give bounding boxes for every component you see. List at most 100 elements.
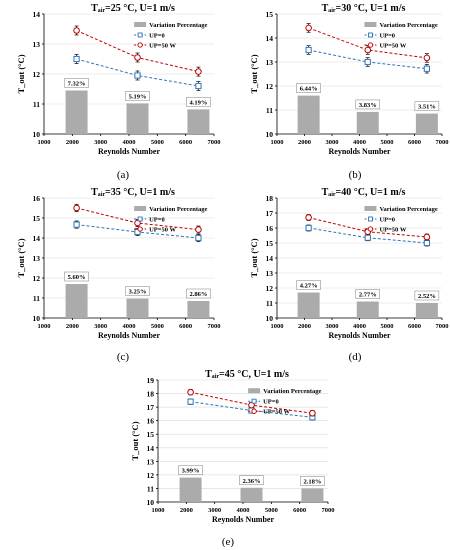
y-tick-label: 15	[147, 430, 155, 439]
bar	[65, 90, 88, 134]
legend-swatch-bar	[134, 206, 147, 211]
y-axis-label: T_out (°C)	[249, 238, 259, 277]
bar-data-label: 3.83%	[359, 102, 377, 109]
bar-label-box	[296, 83, 321, 93]
legend-label: UP=50 W	[263, 409, 290, 416]
y-tick-label: 10	[266, 130, 274, 139]
chart-title: Tₐᵢᵣ=25 °C, U=1 m/s	[91, 3, 175, 14]
bar	[301, 488, 324, 502]
legend-label: UP=50 W	[149, 227, 176, 234]
y-tick-label: 11	[266, 299, 273, 308]
chart-panel-4: Tₐᵢᵣ=45 °C, U=1 m/s 10 11 12 13 14 15 16 17 18 19 1…	[130, 369, 335, 548]
x-tick-label: 3000	[94, 323, 107, 330]
y-tick-label: 14	[266, 34, 274, 43]
data-point	[134, 54, 141, 61]
data-point	[134, 72, 141, 79]
panel-label: (b)	[349, 169, 362, 181]
x-tick-label: 6000	[293, 507, 306, 514]
y-tick-label: 17	[147, 403, 155, 412]
bar-label-box	[64, 78, 89, 88]
y-tick-label: 11	[147, 484, 154, 493]
data-point	[423, 65, 430, 72]
series-line	[308, 27, 427, 59]
y-tick-label: 16	[33, 194, 41, 203]
bar-data-label: 2.77%	[359, 292, 377, 299]
x-axis-label: Reynolds Number	[98, 331, 160, 340]
data-point	[305, 214, 312, 221]
bar-data-label: 7.32%	[68, 81, 86, 88]
legend-label: UP=50 W	[379, 43, 406, 50]
x-tick-label: 1000	[38, 323, 51, 330]
y-tick-label: 18	[266, 194, 274, 203]
x-axis-label: Reynolds Number	[328, 331, 390, 340]
data-point	[248, 401, 255, 409]
y-tick-label: 14	[266, 254, 274, 263]
y-tick-label: 17	[266, 209, 274, 218]
x-tick-label: 7000	[436, 139, 449, 146]
bar-data-label: 2.52%	[418, 293, 436, 300]
y-axis-label: T_out (°C)	[16, 238, 26, 277]
y-tick-label: 16	[266, 224, 274, 233]
bar-label-box	[355, 289, 380, 299]
series-line	[76, 58, 199, 87]
x-tick-label: 4000	[353, 323, 366, 330]
y-tick-label: 10	[33, 130, 41, 139]
chart-panel-3: Tₐᵢᵣ=40 °C, U=1 m/s 10 11 12 13 14 15 16 17 18 100…	[249, 187, 449, 363]
y-tick-label: 14	[33, 10, 41, 19]
x-tick-label: 1000	[152, 507, 165, 514]
y-tick-label: 10	[147, 498, 155, 507]
x-tick-label: 4000	[123, 139, 136, 146]
legend-marker	[368, 32, 373, 38]
bar	[126, 103, 149, 134]
bar-data-label: 3.99%	[182, 468, 200, 475]
x-tick-label: 5000	[151, 139, 164, 146]
y-tick-label: 12	[266, 82, 274, 91]
bar-label-box	[300, 476, 325, 486]
data-point	[73, 55, 80, 63]
data-point	[305, 224, 312, 232]
legend-marker	[137, 216, 143, 222]
data-point	[195, 226, 202, 233]
legend-marker	[367, 42, 374, 48]
data-point	[305, 46, 312, 54]
panel-label: (e)	[222, 536, 235, 548]
bar	[187, 109, 210, 134]
chart-panel-2: Tₐᵢᵣ=35 °C, U=1 m/s 10 11 12 13 14 15 16 1000 200…	[16, 187, 221, 363]
x-tick-label: 1000	[271, 139, 284, 146]
bar-data-label: 2.18%	[303, 478, 321, 485]
data-point	[134, 219, 141, 227]
bar-label-box	[355, 99, 380, 110]
x-tick-label: 7000	[436, 323, 449, 330]
legend-marker	[137, 32, 143, 38]
data-point	[423, 239, 430, 247]
bar-data-label: 4.19%	[189, 99, 207, 106]
y-axis-label: T_out (°C)	[249, 54, 259, 93]
legend-label: UP=50 W	[379, 227, 406, 234]
bar-label-box	[125, 91, 150, 101]
bar-data-label: 6.44%	[300, 86, 318, 93]
data-point	[195, 82, 202, 90]
bar	[65, 284, 88, 318]
x-tick-label: 1000	[271, 323, 284, 330]
x-tick-label: 6000	[179, 139, 192, 146]
legend-label: Variation Percentage	[149, 22, 207, 29]
y-tick-label: 10	[266, 314, 274, 323]
y-tick-label: 11	[33, 100, 40, 109]
data-point	[423, 233, 431, 241]
bar-label-box	[125, 286, 150, 296]
x-tick-label: 2000	[298, 323, 311, 330]
y-tick-label: 12	[147, 471, 155, 480]
y-tick-label: 18	[147, 390, 155, 399]
y-tick-label: 16	[147, 417, 155, 426]
bar-label-box	[239, 475, 264, 486]
bar-data-label: 4.27%	[300, 283, 318, 290]
x-tick-label: 4000	[123, 323, 136, 330]
bar	[415, 113, 438, 134]
data-point	[423, 54, 431, 62]
bar-label-box	[296, 280, 321, 290]
x-tick-label: 1000	[38, 139, 51, 146]
y-tick-label: 15	[33, 214, 41, 223]
legend-label: Variation Percentage	[263, 388, 321, 395]
bar-data-label: 2.86%	[189, 291, 207, 298]
legend-swatch-bar	[134, 22, 147, 27]
